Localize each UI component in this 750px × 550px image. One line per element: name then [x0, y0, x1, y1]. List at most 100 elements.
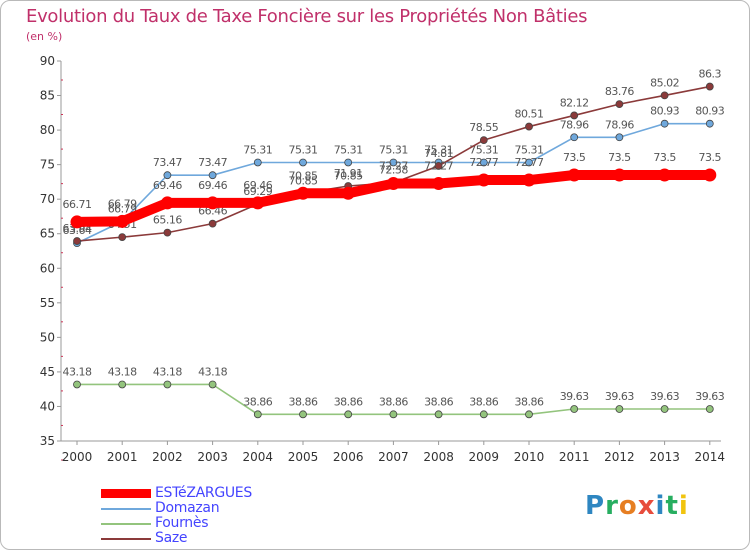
point-domazan-2012: [615, 133, 624, 142]
y-tick-label-55: 55: [40, 296, 55, 310]
point-estzargues-2010: [522, 173, 536, 187]
data-label-estzargues-2006: 70.85: [334, 169, 363, 182]
data-label-domazan-2013: 80.93: [650, 105, 679, 118]
legend-item-fournes[interactable]: Fournès: [101, 515, 301, 531]
point-estzargues-2004: [251, 196, 265, 210]
data-label-estzargues-2003: 69.46: [198, 179, 227, 192]
point-saze-2009: [479, 136, 488, 145]
data-label-saze-2006: 71.91: [334, 167, 363, 180]
data-label-domazan-2005: 75.31: [289, 143, 318, 156]
point-fourns-2011: [570, 405, 579, 413]
x-tick-label-2008: 2008: [423, 450, 454, 464]
legend-label-saze: Saze: [155, 530, 188, 546]
data-label-saze-2012: 83.76: [605, 85, 634, 98]
point-domazan-2010: [525, 158, 533, 167]
data-label-fourns-2006: 38.86: [334, 395, 363, 408]
x-tick-label-2013: 2013: [649, 450, 680, 464]
y-tick-label-45: 45: [40, 365, 55, 379]
point-estzargues-2000: [70, 215, 84, 229]
point-domazan-2014: [705, 119, 714, 128]
data-label-domazan-2010: 75.31: [515, 143, 544, 156]
legend-item-domazan[interactable]: Domazan: [101, 500, 301, 516]
legend-label-domazan: Domazan: [155, 500, 220, 516]
legend-swatch-domazan: [101, 508, 151, 510]
point-saze-2008: [434, 162, 443, 170]
point-estzargues-2008: [432, 176, 446, 190]
y-tick-label-65: 65: [40, 227, 55, 241]
legend-label-estezargues: ESTéZARGUES: [155, 485, 252, 501]
point-fourns-2001: [118, 380, 127, 389]
point-estzargues-2002: [160, 196, 174, 210]
data-label-saze-2014: 86.3: [699, 68, 722, 81]
data-label-estzargues-2005: 70.85: [289, 169, 318, 182]
point-saze-2001: [118, 233, 127, 242]
point-saze-2002: [163, 228, 172, 237]
data-label-estzargues-2008: 72.27: [424, 159, 453, 172]
point-estzargues-2011: [567, 168, 581, 182]
data-label-fourns-2012: 39.63: [605, 390, 634, 403]
y-tick-label-90: 90: [40, 54, 55, 68]
data-label-saze-2008: 74.81: [424, 147, 453, 160]
data-label-fourns-2010: 38.86: [515, 395, 544, 408]
data-label-domazan-2006: 75.31: [334, 143, 363, 156]
x-tick-label-2010: 2010: [514, 450, 545, 464]
data-label-fourns-2003: 43.18: [198, 365, 227, 378]
point-fourns-2006: [344, 410, 353, 419]
data-label-estzargues-2011: 73.5: [563, 151, 586, 164]
data-label-estzargues-2001: 66.79: [108, 197, 137, 210]
point-fourns-2002: [163, 380, 172, 389]
data-label-saze-2013: 85.02: [650, 76, 679, 89]
data-label-estzargues-2014: 73.5: [699, 151, 722, 164]
data-label-domazan-2007: 75.31: [379, 143, 408, 156]
y-tick-label-35: 35: [40, 434, 55, 448]
point-fourns-2012: [615, 405, 624, 413]
data-label-saze-2009: 78.55: [469, 121, 498, 134]
legend-swatch-estezargues: [101, 489, 151, 498]
legend-swatch-fournes: [101, 523, 151, 525]
point-domazan-2013: [660, 119, 669, 128]
y-tick-label-50: 50: [40, 330, 55, 344]
point-estzargues-2012: [612, 168, 626, 182]
point-fourns-2007: [389, 410, 398, 419]
data-label-fourns-2005: 38.86: [289, 395, 318, 408]
data-label-domazan-2011: 78.96: [560, 118, 589, 131]
point-fourns-2008: [434, 410, 443, 419]
point-domazan-2003: [208, 171, 217, 180]
point-saze-2010: [525, 122, 533, 131]
legend: ESTéZARGUES Domazan Fournès Saze: [101, 485, 301, 546]
data-label-domazan-2009: 75.31: [469, 143, 498, 156]
point-estzargues-2007: [386, 176, 400, 190]
point-saze-2000: [73, 237, 81, 245]
point-fourns-2014: [705, 405, 714, 413]
point-domazan-2007: [389, 158, 398, 167]
point-estzargues-2013: [658, 168, 672, 182]
point-fourns-2009: [479, 410, 488, 419]
data-label-domazan-2004: 75.31: [243, 143, 272, 156]
data-label-fourns-2013: 39.63: [650, 390, 679, 403]
point-estzargues-2014: [703, 168, 717, 182]
point-domazan-2006: [344, 158, 353, 167]
legend-item-estezargues[interactable]: ESTéZARGUES: [101, 485, 301, 501]
point-saze-2012: [615, 100, 624, 109]
data-label-domazan-2014: 80.93: [695, 105, 724, 118]
x-tick-label-2007: 2007: [378, 450, 409, 464]
point-estzargues-2001: [115, 214, 129, 228]
point-estzargues-2006: [341, 186, 355, 200]
data-label-fourns-2008: 38.86: [424, 395, 453, 408]
data-label-domazan-2002: 73.47: [153, 156, 182, 169]
point-domazan-2009: [479, 158, 488, 167]
data-label-saze-2011: 82.12: [560, 96, 589, 109]
unit-label: (en %): [26, 30, 63, 43]
data-label-saze-2004: 69.29: [243, 185, 272, 198]
point-domazan-2004: [253, 158, 262, 167]
data-label-domazan-2012: 78.96: [605, 118, 634, 131]
y-tick-label-85: 85: [40, 89, 55, 103]
legend-item-saze[interactable]: Saze: [101, 530, 301, 546]
point-estzargues-2003: [206, 196, 220, 210]
point-fourns-2013: [660, 405, 669, 413]
data-label-estzargues-2002: 69.46: [153, 179, 182, 192]
data-label-fourns-2009: 38.86: [469, 395, 498, 408]
legend-label-fournes: Fournès: [155, 515, 209, 531]
y-tick-label-40: 40: [40, 399, 55, 413]
